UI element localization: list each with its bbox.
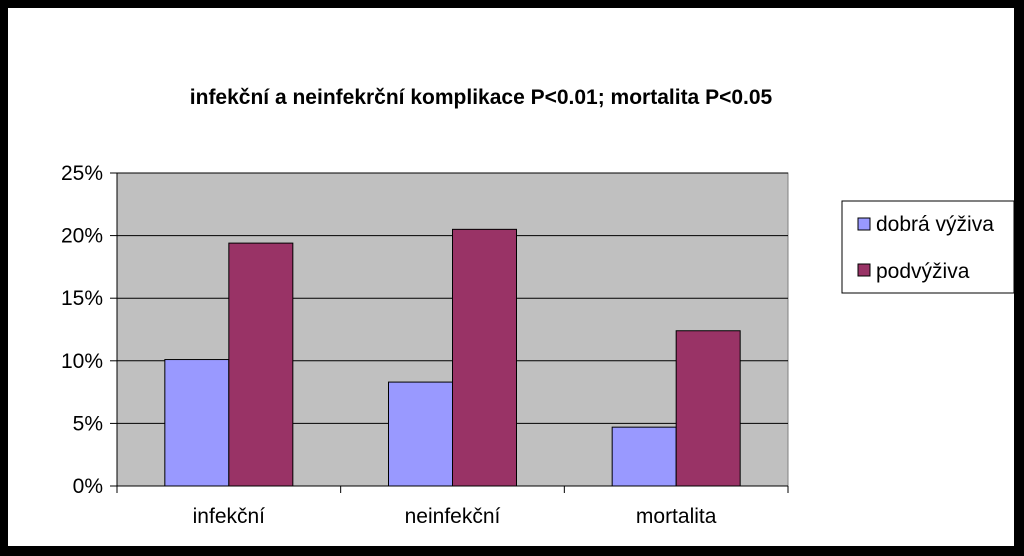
x-axis-labels: infekční neinfekční mortalita: [193, 505, 717, 528]
y-tick-label: 5%: [73, 412, 103, 435]
bar: [228, 242, 294, 487]
legend: dobrá výživa podvýživa: [841, 200, 1015, 294]
legend-label-dobra-vyziva: dobrá výživa: [876, 213, 994, 236]
legend-swatch-dobra-vyziva: [857, 217, 871, 231]
y-axis-ticks: 0% 5% 10% 15% 20% 25%: [61, 162, 117, 498]
chart-title: infekční a neinfekrční komplikace P<0.01…: [190, 86, 773, 109]
y-tick-label: 20%: [61, 225, 103, 248]
y-tick-label: 25%: [61, 162, 103, 185]
x-tick-label: infekční: [193, 505, 266, 528]
x-tick-label: neinfekční: [405, 505, 501, 528]
y-tick-label: 10%: [61, 350, 103, 373]
bar: [611, 426, 677, 487]
y-tick-label: 15%: [61, 287, 103, 310]
legend-swatch-podvyziva: [857, 263, 871, 277]
bars: [164, 228, 741, 487]
legend-label-podvyziva: podvýživa: [876, 260, 970, 283]
bar: [164, 359, 230, 487]
y-tick-label: 0%: [73, 475, 103, 498]
bar: [452, 228, 517, 487]
bar: [675, 330, 741, 487]
x-tick-label: mortalita: [636, 505, 717, 528]
bar: [388, 381, 453, 487]
legend-box: [841, 200, 1015, 294]
axes: [116, 173, 789, 493]
